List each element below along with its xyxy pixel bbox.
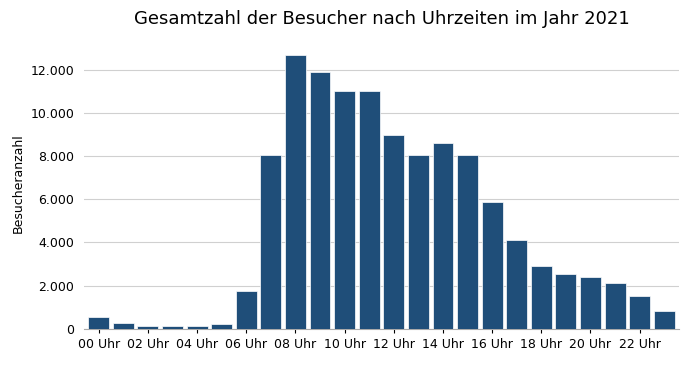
Bar [629,296,650,329]
Bar [309,71,330,329]
Bar [113,323,134,329]
Bar [654,311,675,329]
Bar [605,283,626,329]
Bar [162,326,183,329]
Bar [506,240,527,329]
Bar [433,142,454,329]
Bar [137,326,158,329]
Bar [334,91,355,329]
Bar [556,274,576,329]
Bar [285,55,306,329]
Bar [359,91,379,329]
Bar [236,291,257,329]
Bar [211,324,232,329]
Bar [482,202,503,329]
Title: Gesamtzahl der Besucher nach Uhrzeiten im Jahr 2021: Gesamtzahl der Besucher nach Uhrzeiten i… [134,10,629,28]
Bar [260,155,281,329]
Bar [384,135,404,329]
Bar [187,326,207,329]
Bar [88,317,109,329]
Bar [408,155,429,329]
Y-axis label: Besucheranzahl: Besucheranzahl [12,133,24,233]
Bar [457,155,478,329]
Bar [531,266,552,329]
Bar [580,277,601,329]
